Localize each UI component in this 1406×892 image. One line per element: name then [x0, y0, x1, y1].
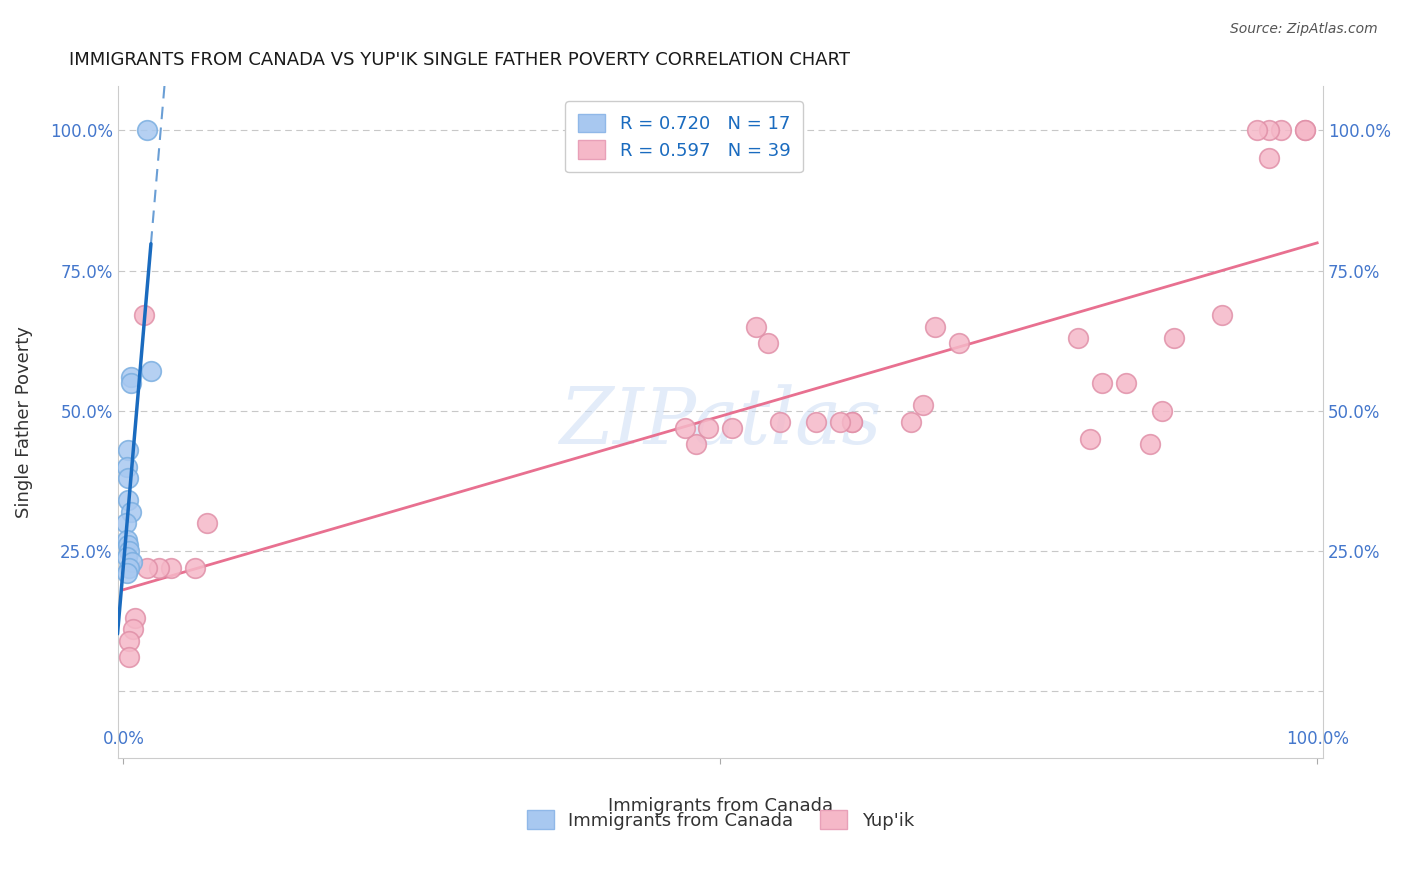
Point — [117, 493, 139, 508]
Point — [841, 415, 863, 429]
Point — [804, 415, 827, 429]
Point — [745, 319, 768, 334]
Text: Source: ZipAtlas.com: Source: ZipAtlas.com — [1230, 22, 1378, 37]
Point — [148, 560, 170, 574]
Point — [120, 376, 142, 390]
Point — [195, 516, 218, 530]
Point — [1067, 331, 1090, 345]
Point — [1139, 437, 1161, 451]
Point — [136, 123, 159, 137]
Point — [673, 420, 696, 434]
Point — [841, 415, 863, 429]
Point — [721, 420, 744, 434]
Point — [1150, 403, 1173, 417]
Point — [122, 623, 145, 637]
Point — [118, 544, 141, 558]
Text: 100.0%: 100.0% — [1285, 730, 1348, 748]
Point — [685, 437, 707, 451]
Text: ZIPatlas: ZIPatlas — [560, 384, 882, 460]
Point — [1091, 376, 1114, 390]
Point — [1294, 123, 1316, 137]
Y-axis label: Single Father Poverty: Single Father Poverty — [15, 326, 32, 518]
Point — [117, 538, 139, 552]
Point — [120, 370, 142, 384]
Point — [132, 309, 155, 323]
Point — [828, 415, 851, 429]
Point — [124, 611, 146, 625]
Text: IMMIGRANTS FROM CANADA VS YUP'IK SINGLE FATHER POVERTY CORRELATION CHART: IMMIGRANTS FROM CANADA VS YUP'IK SINGLE … — [69, 51, 851, 69]
Point — [117, 471, 139, 485]
Point — [1258, 152, 1281, 166]
Point — [160, 560, 183, 574]
X-axis label: Immigrants from Canada: Immigrants from Canada — [607, 797, 832, 814]
Point — [115, 549, 138, 564]
Point — [900, 415, 922, 429]
Point — [121, 555, 143, 569]
Point — [769, 415, 792, 429]
Point — [118, 650, 141, 665]
Text: 0.0%: 0.0% — [103, 730, 145, 748]
Point — [115, 516, 138, 530]
Point — [697, 420, 720, 434]
Point — [120, 505, 142, 519]
Point — [118, 633, 141, 648]
Point — [1080, 432, 1102, 446]
Point — [912, 398, 935, 412]
Point — [948, 336, 970, 351]
Point — [1270, 123, 1292, 137]
Point — [139, 364, 162, 378]
Point — [924, 319, 946, 334]
Point — [117, 442, 139, 457]
Point — [756, 336, 779, 351]
Point — [1115, 376, 1137, 390]
Point — [1246, 123, 1268, 137]
Point — [136, 560, 159, 574]
Point — [115, 533, 138, 547]
Point — [118, 560, 141, 574]
Point — [1163, 331, 1185, 345]
Legend: R = 0.720   N = 17, R = 0.597   N = 39: R = 0.720 N = 17, R = 0.597 N = 39 — [565, 102, 803, 172]
Point — [115, 459, 138, 474]
Point — [115, 566, 138, 581]
Point — [1258, 123, 1281, 137]
Point — [1294, 123, 1316, 137]
Point — [1211, 309, 1233, 323]
Point — [184, 560, 207, 574]
